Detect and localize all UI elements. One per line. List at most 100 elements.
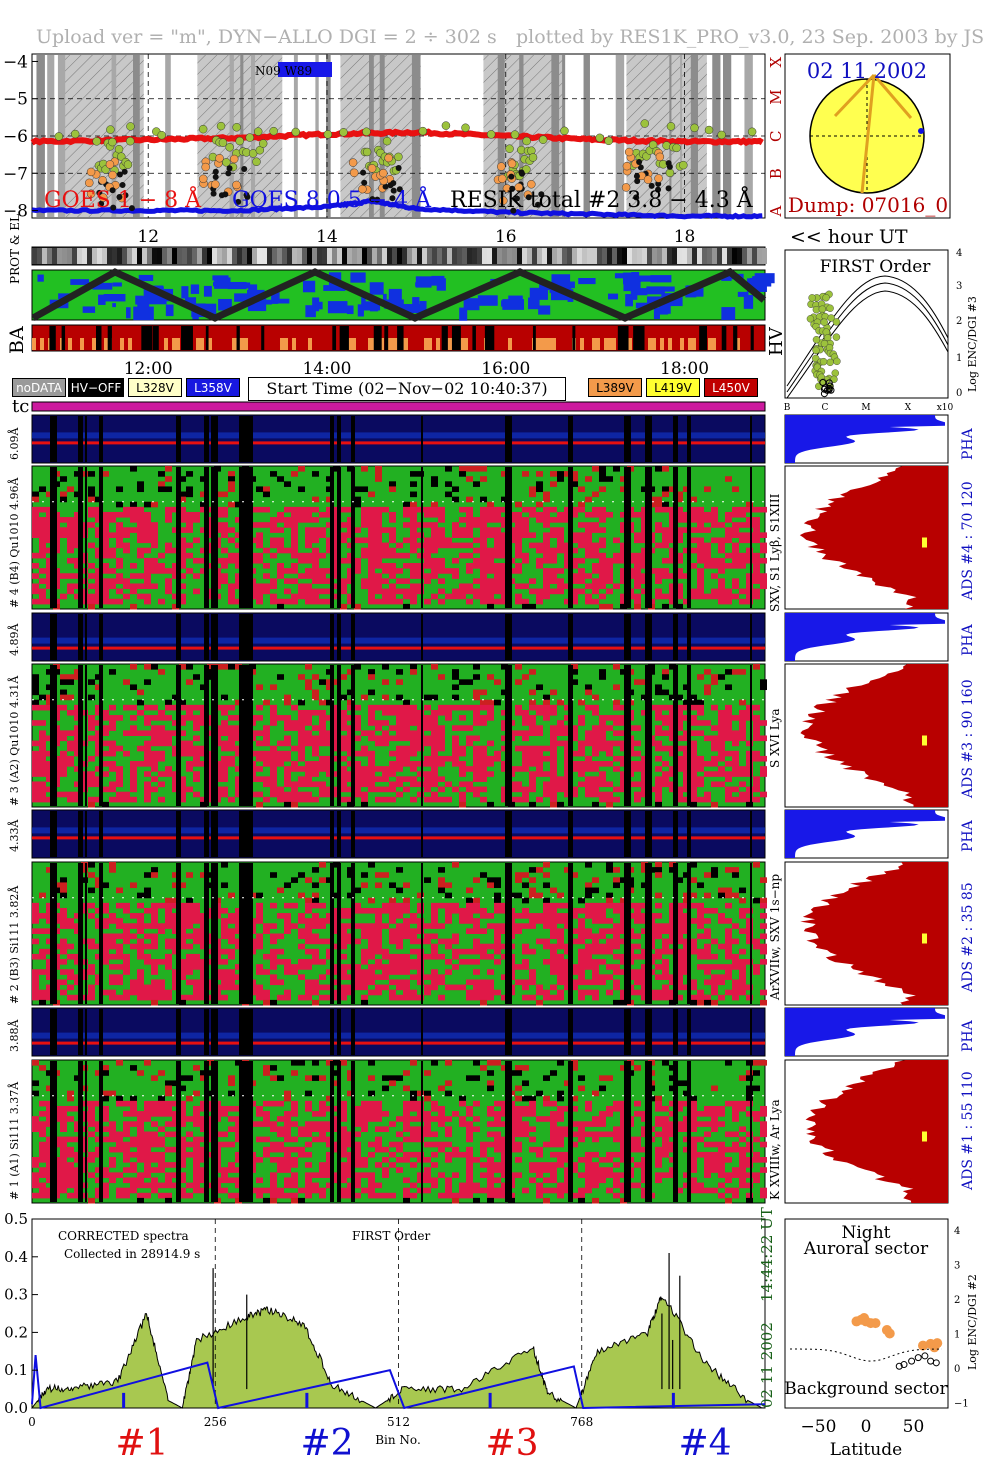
spectrogram-cell [669,948,676,955]
spectrogram-cell [641,486,648,493]
spectrogram-cell [60,979,67,986]
spectrogram-cell [606,897,613,904]
spectrogram-cell [753,755,760,762]
spectrogram-cell [116,771,123,777]
spectrogram-cell [487,699,494,706]
strip-cell [657,248,662,264]
spectrogram-cell [669,588,676,595]
spectrogram-cell [340,766,347,772]
spectrogram-cell [732,547,739,554]
spectrogram-cell [557,776,564,782]
spectrogram-cell [46,928,53,934]
spectrogram-cell [732,527,739,533]
strip-cell [82,248,87,264]
spectrogram-cell [151,735,158,742]
spectrogram-cell [382,552,389,559]
ba-cell [146,326,153,350]
spectrogram-cell [256,715,263,721]
spectrogram-cell [599,466,606,472]
spectrogram-cell [438,709,445,716]
spectrogram-cell [81,907,88,914]
spectrogram-cell [487,761,494,767]
spectrogram-cell [571,511,578,518]
strip-cell [72,248,77,264]
spectrogram-cell [550,781,557,788]
spectrogram-cell [683,517,690,523]
spectrogram-cell [515,563,522,569]
prot-cell [431,275,445,286]
spectrogram-cell [753,969,760,975]
spectrogram-cell [375,786,382,793]
spectrogram-cell [172,573,179,579]
spectrogram-cell [326,669,333,675]
spectrogram-cell [144,583,151,590]
spectrogram-cell [501,796,508,803]
strip-cell [227,248,232,264]
spectrogram-cell [347,578,354,584]
spectrogram-cell [95,943,102,950]
spectrogram-cell [662,730,669,736]
spectrogram-cell [123,593,130,600]
spectrogram-cell [95,776,102,782]
spectrogram-cell [39,755,46,762]
resik-point [690,123,699,133]
spectrogram-cell [718,745,725,752]
resik-point [624,147,634,157]
spectrogram-cell [704,771,711,777]
spectrogram-cell [725,476,732,482]
spectrogram-cell [606,902,613,909]
spectrogram-cell [284,913,291,919]
resik-point [105,160,115,169]
spectrogram-cell [179,563,186,569]
spectrogram-cell [207,786,214,793]
spectrogram-cell [235,578,242,584]
spectrogram-cell [725,887,732,894]
resik-point [390,187,397,194]
spectrogram-cell [501,928,508,934]
spectrogram-cell [382,563,389,569]
spectrogram-cell [536,766,543,772]
first-order-y-tick: 0 [956,388,962,399]
spectrogram-cell [403,969,410,975]
spectrogram-cell [151,994,158,1001]
spectrogram-cell [662,603,669,610]
resik-point [604,136,613,146]
spectrogram-cell [676,902,683,909]
spectrogram-cell [725,735,732,742]
ba-cell [172,338,176,350]
spectrogram-cell [354,791,361,798]
spectrogram-cell [403,907,410,914]
spectrogram-cell [81,527,88,533]
prot-cell [635,302,649,309]
spectrogram-cell [186,969,193,975]
spectrogram-cell [347,989,354,996]
spectrogram-cell [480,527,487,533]
spectrogram-cell [368,974,375,980]
spectrogram-cell [585,476,592,482]
spectrogram-cell [277,979,284,986]
spectrogram-cell [270,684,277,691]
ba-cell [668,338,672,350]
spectrogram-cell [669,928,676,934]
spectrogram-cell [620,918,627,924]
spectrogram-cell [641,511,648,518]
spectrogram-cell [46,537,53,544]
spectrogram-cell [641,791,648,798]
spectrogram-cell [284,918,291,924]
ba-cell [472,326,476,350]
resik-point [522,165,531,174]
spectrogram-cell [228,913,235,919]
spectrogram-cell [270,720,277,726]
spectrogram-cell [557,740,564,747]
spectrogram-cell [340,938,347,945]
spectrogram-cell [711,999,718,1006]
spectrogram-cell [557,568,564,574]
spectrogram-cell [382,506,389,513]
spectrogram-cell [88,720,95,726]
spectrogram-cell [319,984,326,991]
spectrogram-cell [662,994,669,1001]
spectrogram-cell [417,745,424,752]
spectrogram-cell [501,583,508,590]
spectrogram-cell [179,943,186,950]
resik-point [522,136,531,146]
